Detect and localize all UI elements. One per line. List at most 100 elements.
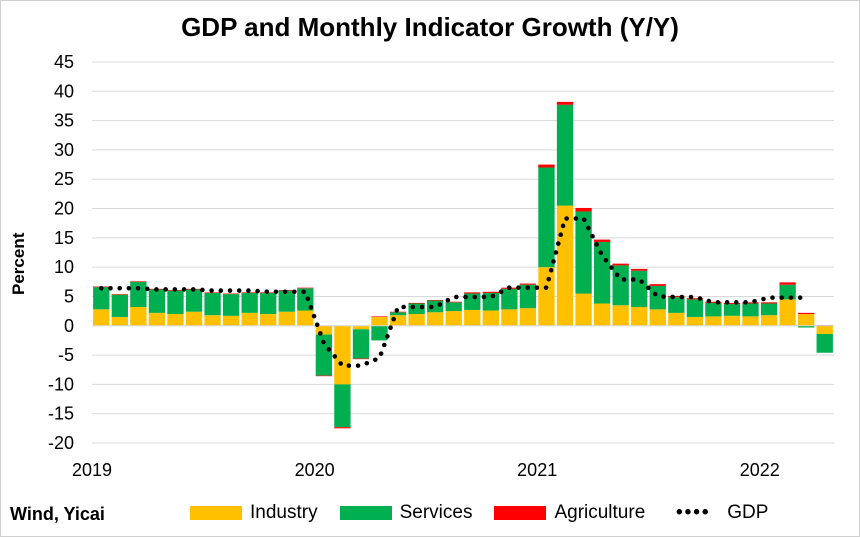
- gdp-dot: [273, 289, 279, 295]
- bar-services: [111, 294, 128, 317]
- bar-agriculture: [334, 427, 351, 429]
- legend-label-services: Services: [399, 502, 473, 523]
- bar-agriculture: [204, 292, 221, 293]
- bar-services: [760, 303, 778, 316]
- gdp-dot: [311, 313, 317, 319]
- bar-agriculture: [556, 101, 574, 105]
- bar-agriculture: [612, 263, 629, 266]
- gdp-dot: [308, 305, 314, 310]
- bar-services: [445, 302, 462, 312]
- bar-services: [612, 265, 629, 306]
- x-tick-labels: 2019 2020 2021 2022: [72, 460, 780, 480]
- gdp-dot: [558, 232, 563, 238]
- bar-services: [278, 290, 295, 312]
- gdp-dot: [546, 276, 552, 282]
- bar-agriculture: [705, 301, 722, 303]
- legend-item-services: Services: [339, 502, 473, 524]
- bar-services: [593, 241, 611, 304]
- bar-services: [686, 299, 704, 317]
- gdp-dot: [255, 288, 260, 294]
- bar-industry: [705, 316, 722, 326]
- gdp-dot: [525, 285, 530, 290]
- bar-agriculture: [464, 292, 481, 294]
- bar-services: [556, 104, 574, 206]
- gdp-dot: [697, 296, 703, 301]
- gridlines: [92, 61, 834, 444]
- gdp-dot: [209, 288, 214, 293]
- gdp-dot: [586, 225, 591, 231]
- gdp-dot: [218, 288, 224, 293]
- gdp-dot: [564, 216, 569, 221]
- bar-industry: [427, 312, 444, 326]
- gdp-dot: [172, 287, 178, 292]
- bar-industry: [816, 325, 833, 334]
- gdp-dot: [117, 285, 122, 291]
- gdp-dot: [437, 302, 443, 307]
- chart-title: GDP and Monthly Indicator Growth (Y/Y): [181, 12, 679, 42]
- bar-agriculture: [482, 291, 499, 293]
- gdp-dot: [378, 351, 384, 356]
- gdp-dot: [428, 304, 434, 310]
- gdp-line: [98, 216, 803, 368]
- y-tick-label: 5: [64, 286, 74, 306]
- bar-industry: [167, 314, 184, 326]
- bar-agriculture: [371, 316, 388, 317]
- bar-industry: [204, 315, 221, 326]
- bar-services: [297, 288, 314, 311]
- gdp-dot: [346, 363, 352, 368]
- bar-industry: [334, 325, 351, 385]
- legend-swatch-services: [339, 506, 392, 520]
- bar-agriculture: [111, 294, 128, 295]
- bar-industry: [631, 307, 648, 326]
- gdp-dot: [126, 285, 132, 291]
- bar-industry: [482, 310, 499, 326]
- y-tick-label: 25: [54, 169, 74, 189]
- bar-services: [389, 312, 407, 316]
- bar-industry: [278, 311, 295, 326]
- bar-services: [742, 303, 759, 317]
- gdp-dot: [779, 295, 785, 300]
- bar-industry: [612, 305, 629, 326]
- bar-agriculture: [742, 302, 759, 304]
- gdp-dot: [410, 304, 416, 310]
- legend-swatch-agriculture: [494, 506, 547, 520]
- legend-swatch-industry: [190, 506, 242, 520]
- gdp-dot: [305, 296, 311, 302]
- gdp-dot: [364, 360, 370, 366]
- gdp-dot: [463, 294, 468, 300]
- bar-agriculture: [408, 302, 425, 304]
- legend-item-industry: Industry: [190, 502, 318, 524]
- bar-industry: [315, 325, 333, 335]
- gdp-dot: [621, 277, 627, 282]
- gdp-dot: [603, 257, 609, 263]
- legend-item-agriculture: Agriculture: [494, 502, 645, 524]
- bar-industry: [297, 310, 314, 326]
- bar-agriculture: [538, 164, 555, 168]
- gdp-dot: [598, 250, 604, 255]
- bar-industry: [130, 307, 147, 326]
- legend: Industry Services Agriculture •••• GDP: [190, 500, 790, 526]
- gdp-dot: [454, 294, 459, 300]
- gdp-dot: [670, 294, 675, 300]
- gdp-dot: [401, 304, 406, 310]
- gdp-dot: [472, 294, 478, 300]
- gdp-dot: [590, 233, 595, 239]
- bar-industry: [241, 312, 258, 326]
- gdp-dot: [181, 287, 187, 292]
- gdp-dot: [688, 294, 694, 300]
- gdp-dot: [573, 216, 579, 221]
- gdp-dot: [609, 265, 614, 270]
- bar-services: [352, 329, 370, 359]
- bar-services: [148, 289, 166, 313]
- legend-label-gdp: GDP: [727, 502, 769, 523]
- x-tick-label: 2019: [72, 460, 112, 480]
- bar-agriculture: [686, 298, 704, 300]
- bar-services: [130, 281, 147, 308]
- gdp-dot: [326, 347, 332, 352]
- gdp-dot: [318, 331, 323, 336]
- bar-industry: [389, 315, 407, 326]
- gdp-dot: [163, 287, 168, 292]
- gdp-dot: [516, 285, 521, 290]
- bar-services: [538, 167, 555, 268]
- bar-services: [705, 302, 722, 317]
